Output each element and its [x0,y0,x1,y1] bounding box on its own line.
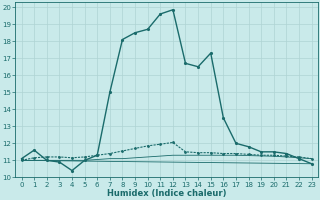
X-axis label: Humidex (Indice chaleur): Humidex (Indice chaleur) [107,189,226,198]
